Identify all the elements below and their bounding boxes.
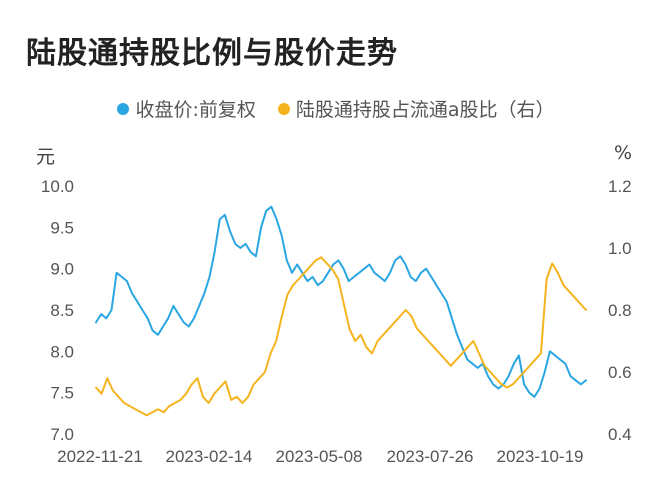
y-right-tick-label: 1.2	[608, 177, 632, 196]
legend-label-holding: 陆股通持股占流通a股比（右）	[295, 99, 555, 121]
legend-dot-holding	[277, 102, 290, 115]
x-tick-label: 2023-10-19	[497, 447, 584, 466]
y-left-tick-label: 7.0	[50, 425, 74, 444]
y-right-tick-label: 1.0	[608, 239, 632, 258]
legend: 收盘价:前复权 陆股通持股占流通a股比（右）	[0, 95, 672, 122]
legend-item-holding[interactable]: 陆股通持股占流通a股比（右）	[277, 95, 555, 122]
x-tick-label: 2023-02-14	[166, 447, 253, 466]
y-left-tick-label: 8.0	[50, 342, 74, 361]
series-line-holding	[95, 256, 587, 417]
y-left-tick-label: 9.0	[50, 260, 74, 279]
y-right-tick-label: 0.4	[608, 425, 632, 444]
x-tick-label: 2023-07-26	[387, 447, 474, 466]
y-left-tick-label: 8.5	[50, 301, 74, 320]
legend-label-price: 收盘价:前复权	[135, 99, 256, 121]
right-axis-unit: %	[614, 142, 633, 164]
legend-item-price[interactable]: 收盘价:前复权	[117, 95, 256, 122]
y-right-tick-label: 0.6	[608, 363, 632, 382]
y-left-tick-label: 9.5	[50, 218, 74, 237]
y-right-tick-label: 0.8	[608, 301, 632, 320]
x-tick-label: 2023-05-08	[276, 447, 363, 466]
chart-title: 陆股通持股比例与股价走势	[26, 36, 398, 71]
x-tick-label: 2022-11-21	[57, 447, 143, 466]
y-left-tick-label: 10.0	[41, 177, 74, 196]
y-left-tick-label: 7.5	[50, 384, 74, 403]
legend-dot-price	[117, 102, 130, 115]
series-line-price	[95, 205, 587, 398]
left-axis-unit: 元	[36, 146, 56, 168]
